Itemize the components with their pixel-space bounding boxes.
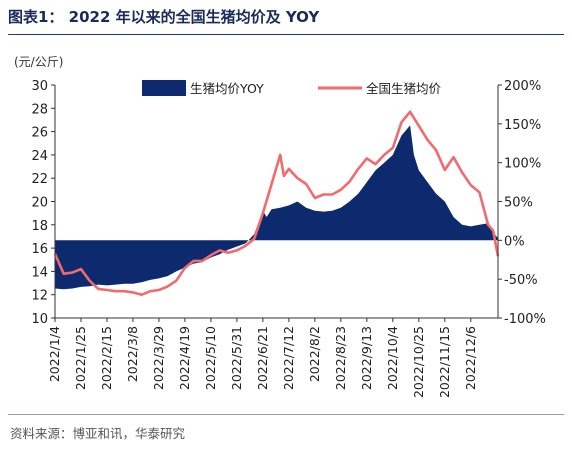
x-tick-label: 2022/3/29 bbox=[151, 326, 166, 390]
price-line-layer bbox=[53, 110, 500, 296]
left-tick-label: 30 bbox=[31, 79, 48, 94]
left-tick-label: 22 bbox=[31, 172, 48, 187]
x-tick-label: 2022/12/6 bbox=[463, 326, 478, 390]
x-tick-label: 2022/11/15 bbox=[437, 326, 452, 398]
x-tick-label: 2022/4/19 bbox=[177, 326, 192, 390]
left-tick-label: 12 bbox=[31, 289, 48, 304]
chart: (元/公斤) 10 12 14 16 18 20 22 24 26 28 30 -100% -50% 0%… bbox=[14, 55, 546, 398]
x-tick-label: 2022/10/25 bbox=[411, 326, 426, 398]
right-tick-label: 200% bbox=[504, 79, 541, 94]
x-tick-label: 2022/5/10 bbox=[203, 326, 218, 390]
x-tick-label: 2022/8/2 bbox=[307, 326, 322, 382]
title-divider bbox=[8, 34, 564, 35]
x-tick-label: 2022/2/15 bbox=[99, 326, 114, 390]
price-line bbox=[53, 110, 500, 296]
x-tick-label: 2022/7/12 bbox=[281, 326, 296, 390]
x-tick-label: 2022/8/23 bbox=[333, 326, 348, 390]
left-tick-label: 28 bbox=[31, 102, 48, 117]
left-axis-unit-label: (元/公斤) bbox=[14, 55, 63, 69]
legend: 生猪均价YOY 全国生猪均价 bbox=[142, 80, 442, 96]
right-tick-label: -100% bbox=[504, 312, 546, 327]
x-tick-label: 2022/5/31 bbox=[229, 326, 244, 390]
left-tick-label: 24 bbox=[31, 149, 48, 164]
legend-label-price: 全国生猪均价 bbox=[366, 81, 442, 96]
legend-swatch-yoy bbox=[142, 80, 186, 96]
left-tick-label: 10 bbox=[31, 312, 48, 327]
left-tick-label: 18 bbox=[31, 219, 48, 234]
left-tick-label: 16 bbox=[31, 242, 48, 257]
left-tick-label: 14 bbox=[31, 265, 48, 280]
source-note: 资料来源：博亚和讯，华泰研究 bbox=[10, 426, 186, 441]
right-tick-label: 100% bbox=[504, 157, 541, 172]
right-tick-label: 0% bbox=[504, 234, 525, 249]
right-tick-label: 150% bbox=[504, 118, 541, 133]
left-tick-label: 26 bbox=[31, 126, 48, 141]
legend-label-yoy: 生猪均价YOY bbox=[190, 81, 264, 96]
x-tick-label: 2022/10/4 bbox=[385, 326, 400, 390]
source-divider bbox=[8, 414, 564, 415]
x-tick-label: 2022/6/21 bbox=[255, 326, 270, 390]
yoy-area-layer bbox=[55, 125, 498, 290]
axes-layer: 10 12 14 16 18 20 22 24 26 28 30 -100% -50% 0% 50% 100%… bbox=[31, 79, 545, 398]
yoy-area bbox=[55, 125, 498, 290]
right-tick-label: -50% bbox=[504, 273, 538, 288]
x-tick-label: 2022/9/13 bbox=[359, 326, 374, 390]
right-tick-label: 50% bbox=[504, 196, 533, 211]
left-tick-label: 20 bbox=[31, 196, 48, 211]
x-tick-label: 2022/1/25 bbox=[73, 326, 88, 390]
x-tick-label: 2022/1/4 bbox=[47, 326, 62, 382]
figure-title: 图表1： 2022 年以来的全国生猪均价及 YOY bbox=[8, 8, 320, 26]
x-tick-label: 2022/3/8 bbox=[125, 326, 140, 382]
